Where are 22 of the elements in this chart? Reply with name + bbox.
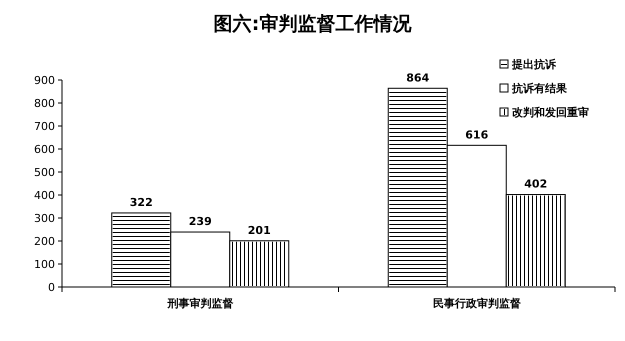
- y-tick-label: 600: [34, 143, 55, 156]
- legend-label: 改判和发回重审: [512, 106, 589, 119]
- chart-title: 图六:审判监督工作情况: [214, 13, 412, 35]
- x-tick-label: 刑事审判监督: [166, 297, 234, 310]
- x-tick-label: 民事行政审判监督: [432, 297, 522, 310]
- y-tick-label: 300: [34, 212, 55, 225]
- y-tick-label: 500: [34, 166, 55, 179]
- data-label: 322: [130, 196, 153, 209]
- y-tick-label: 400: [34, 189, 55, 202]
- legend-label: 抗诉有结果: [511, 82, 568, 95]
- y-tick-label: 200: [34, 235, 55, 248]
- y-tick-label: 700: [34, 120, 55, 133]
- data-label: 201: [248, 224, 271, 237]
- data-label: 864: [406, 71, 430, 84]
- y-tick-label: 100: [34, 258, 55, 271]
- data-label: 239: [188, 215, 212, 228]
- y-tick-label: 800: [34, 97, 55, 110]
- legend-label: 提出抗诉: [511, 58, 557, 71]
- y-tick-label: 900: [34, 74, 55, 87]
- y-tick-label: 0: [48, 281, 55, 294]
- data-label: 616: [465, 128, 489, 142]
- data-label: 402: [524, 178, 548, 191]
